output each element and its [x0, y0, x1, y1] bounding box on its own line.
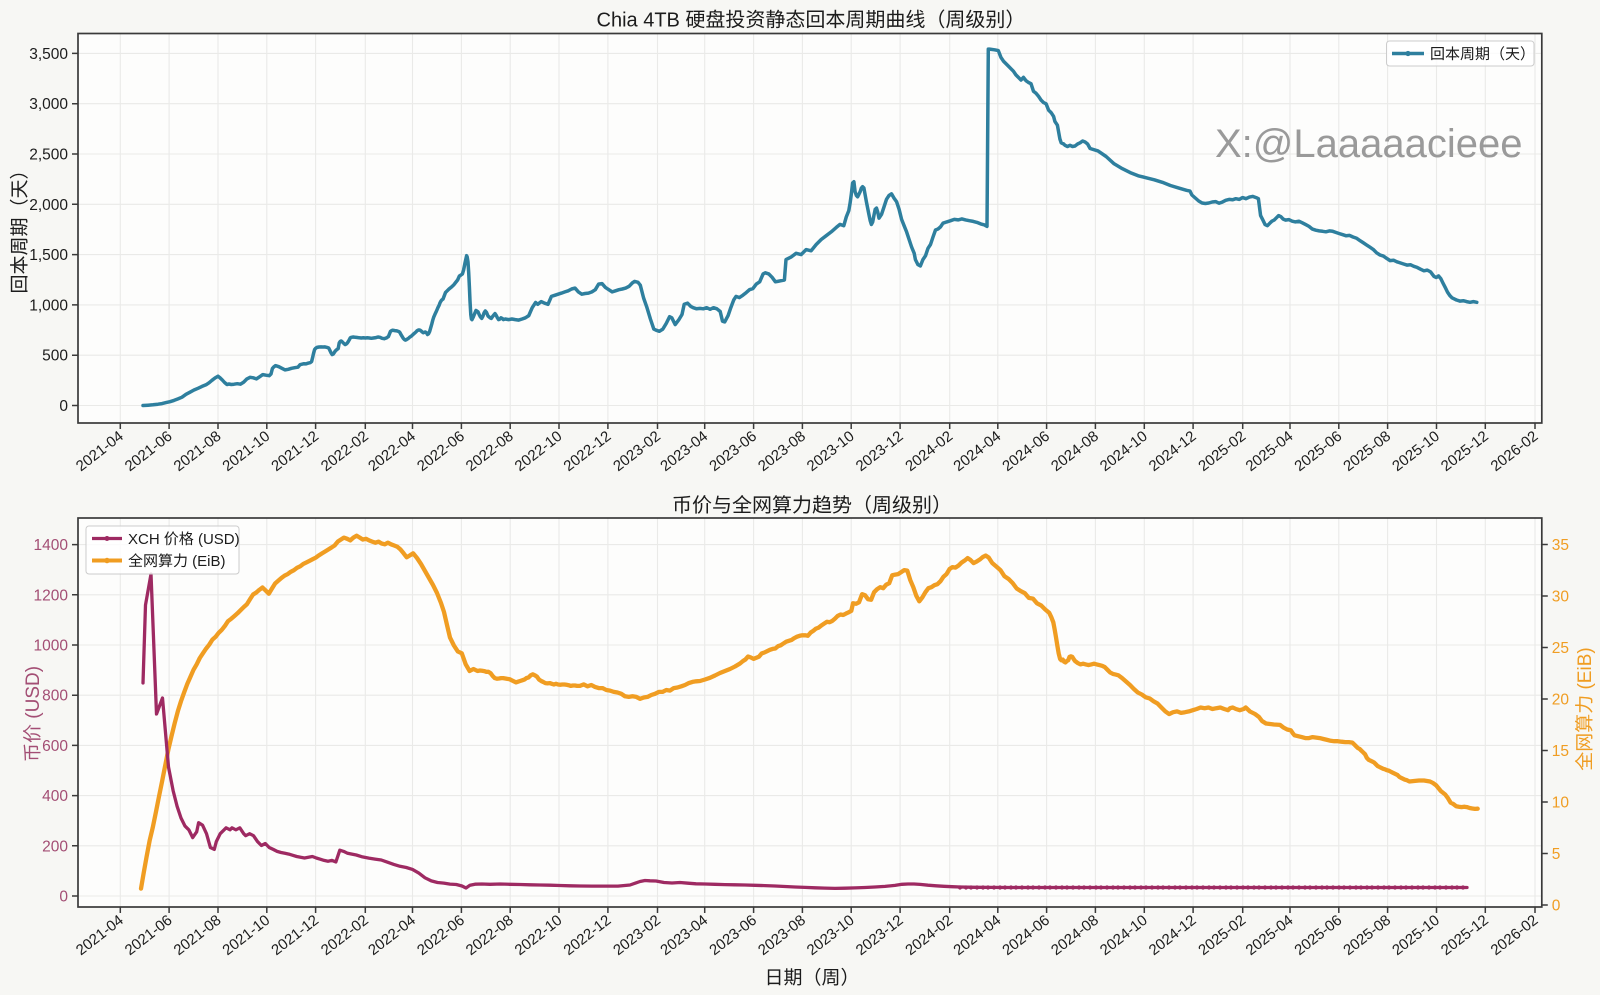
svg-text:5: 5	[1552, 846, 1561, 863]
svg-text:2,500: 2,500	[29, 147, 68, 164]
svg-text:200: 200	[42, 838, 68, 855]
svg-text:20: 20	[1552, 692, 1570, 709]
svg-text:1000: 1000	[34, 638, 69, 655]
svg-text:(USD): (USD)	[194, 531, 240, 548]
svg-text:1,500: 1,500	[29, 247, 68, 264]
svg-text:(USD): (USD)	[23, 666, 44, 724]
svg-text:1,000: 1,000	[29, 297, 68, 314]
svg-text:1200: 1200	[34, 587, 69, 604]
svg-text:0: 0	[1552, 898, 1561, 915]
svg-text:Chia 4TB: Chia 4TB	[597, 10, 680, 32]
svg-text:10: 10	[1552, 795, 1570, 812]
svg-text:25: 25	[1552, 640, 1569, 657]
svg-text:30: 30	[1552, 589, 1570, 606]
svg-text:3,000: 3,000	[29, 96, 68, 113]
svg-text:X:@Laaaaacieee: X:@Laaaaacieee	[1215, 122, 1523, 166]
svg-text:0: 0	[59, 889, 68, 906]
svg-text:400: 400	[42, 788, 68, 805]
svg-text:1400: 1400	[34, 537, 69, 554]
svg-text:3,500: 3,500	[29, 46, 68, 63]
svg-text:XCH: XCH	[128, 531, 160, 548]
svg-text:800: 800	[42, 688, 68, 705]
svg-text:500: 500	[42, 348, 68, 365]
svg-text:600: 600	[42, 738, 68, 755]
svg-text:0: 0	[59, 398, 68, 415]
svg-text:15: 15	[1552, 743, 1569, 760]
svg-text:(EiB): (EiB)	[188, 553, 226, 570]
svg-text:(EiB): (EiB)	[1575, 647, 1596, 695]
svg-text:35: 35	[1552, 537, 1569, 554]
svg-text:2,000: 2,000	[29, 197, 68, 214]
